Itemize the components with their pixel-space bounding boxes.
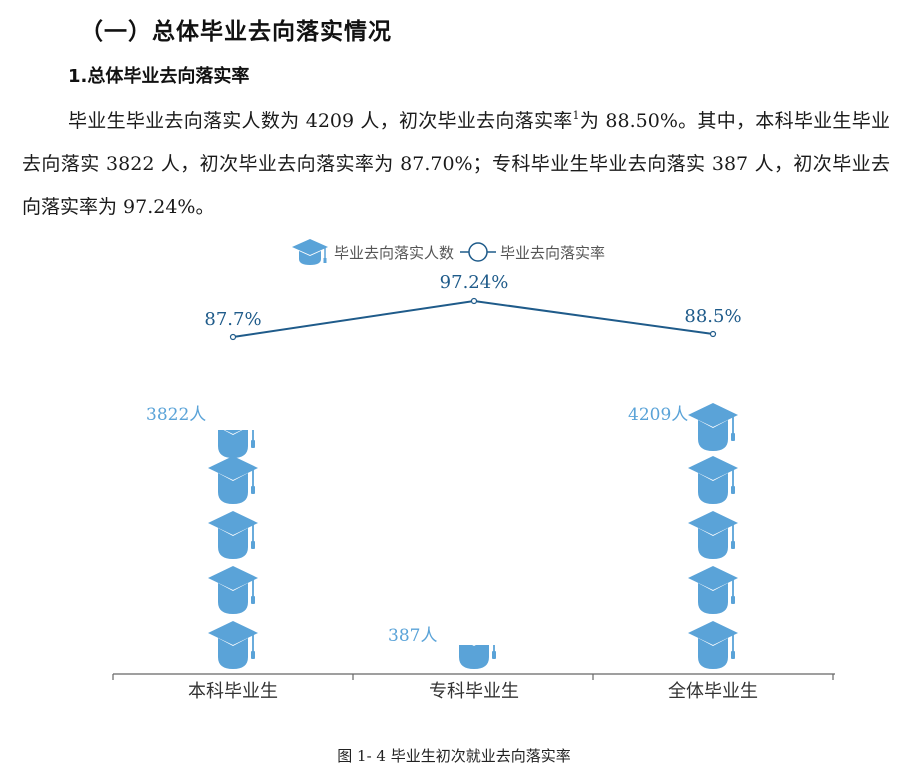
- rate-label-junior: 97.24%: [439, 272, 509, 293]
- chart-legend: 毕业去向落实人数 毕业去向落实率: [290, 237, 611, 267]
- category-label-all: 全体毕业生: [668, 681, 758, 702]
- count-label-all: 4209人: [628, 405, 689, 425]
- count-label-junior: 387人: [388, 626, 438, 646]
- graduation-cap-icon: [290, 237, 330, 267]
- summary-paragraph: 毕业生毕业去向落实人数为 4209 人，初次毕业去向落实率1为 88.50%。其…: [22, 100, 890, 229]
- legend-label-count: 毕业去向落实人数: [334, 243, 455, 262]
- paragraph-text-1: 毕业生毕业去向落实人数为 4209 人，初次毕业去向落实率: [68, 110, 573, 132]
- pictograph-bar-undergrad: [207, 430, 259, 670]
- line-circle-marker-icon: [460, 240, 497, 264]
- figure-caption: 图 1- 4 毕业生初次就业去向落实率: [337, 747, 571, 765]
- section-subtitle: 1.总体毕业去向落实率: [68, 66, 250, 87]
- legend-item-count: 毕业去向落实人数: [290, 237, 454, 267]
- chart-plot-area: [112, 297, 835, 680]
- footnote-mark[interactable]: 1: [572, 109, 580, 122]
- category-label-undergrad: 本科毕业生: [188, 681, 278, 702]
- paragraph-text-2: 为 88.50%。其中，本科毕业生毕业去向落实 3822 人，初次毕业去向落实率…: [22, 110, 890, 218]
- category-label-junior: 专科毕业生: [429, 681, 519, 702]
- graduate-placement-chart: 毕业去向落实人数 毕业去向落实率: [0, 225, 908, 777]
- legend-item-rate: 毕业去向落实率: [460, 240, 605, 264]
- rate-label-undergrad: 87.7%: [204, 309, 262, 330]
- pictograph-bar-all: [687, 402, 739, 670]
- count-label-undergrad: 3822人: [146, 405, 207, 425]
- section-title: （一）总体毕业去向落实情况: [80, 19, 392, 45]
- rate-label-all: 88.5%: [684, 306, 742, 327]
- pictograph-bar-junior: [448, 645, 500, 670]
- legend-label-rate: 毕业去向落实率: [500, 243, 606, 262]
